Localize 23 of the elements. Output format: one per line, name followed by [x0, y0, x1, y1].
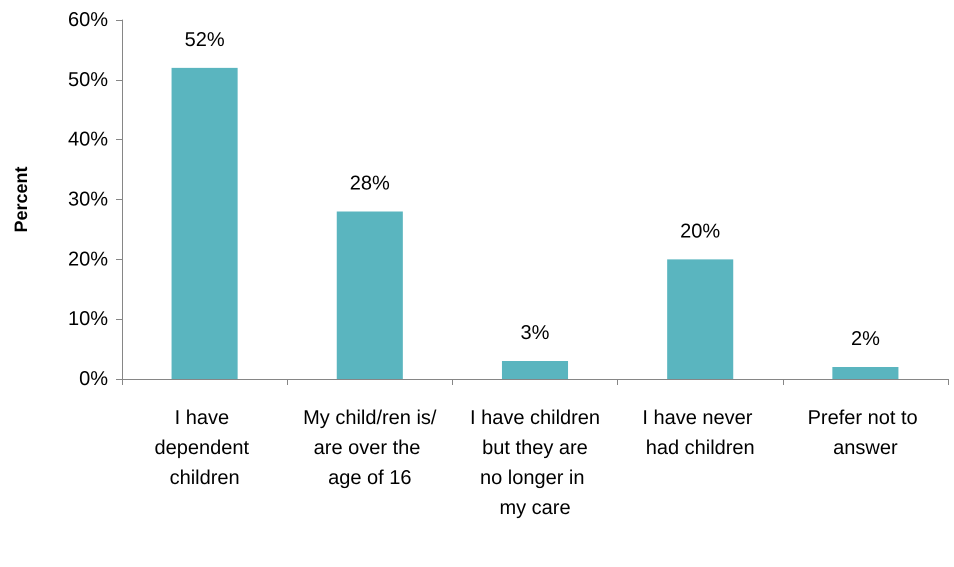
- y-tick-label: 40%: [68, 128, 108, 151]
- data-label: 3%: [520, 322, 550, 344]
- bar: [502, 361, 568, 379]
- y-tick-label: 20%: [68, 248, 108, 270]
- y-tick-label: 10%: [68, 308, 108, 330]
- bar: [832, 367, 898, 379]
- x-tick-label: I have dependent children: [154, 407, 255, 489]
- bar: [172, 68, 238, 379]
- data-label: 20%: [680, 220, 720, 242]
- bar: [667, 259, 734, 379]
- data-label: 28%: [350, 172, 390, 194]
- y-axis-title: Percent: [11, 166, 31, 233]
- data-label: 2%: [850, 328, 880, 350]
- x-tick-label: My child/ren is/are over the age of 16: [303, 407, 437, 489]
- y-tick-label: 0%: [79, 368, 108, 390]
- x-tick-label: I have never had children: [642, 407, 758, 459]
- x-tick-label: Prefer not to answer: [808, 407, 924, 459]
- x-tick-label: I have children but they are no longer in my care: [470, 407, 600, 519]
- y-tick-label: 50%: [68, 68, 108, 91]
- bar: [336, 211, 403, 379]
- data-label: 52%: [184, 28, 225, 51]
- y-tick-label: 60%: [68, 9, 108, 31]
- y-tick-label: 30%: [68, 188, 108, 210]
